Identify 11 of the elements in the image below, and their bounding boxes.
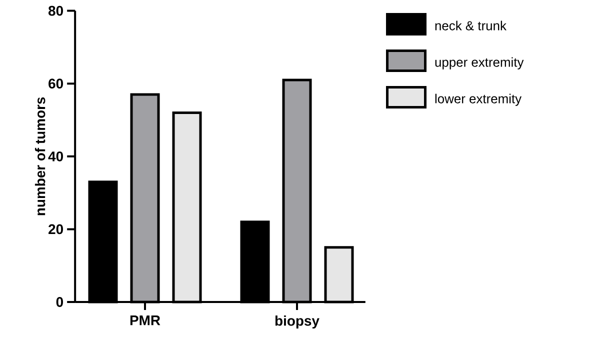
y-tick-label: 40 [48, 151, 63, 162]
legend-label: neck & trunk [435, 20, 506, 30]
legend-label: lower extremity [435, 94, 522, 106]
y-tick-label: 0 [56, 297, 63, 307]
y-axis-title: number of tumors [34, 97, 46, 216]
x-tick-label: biopsy [275, 316, 320, 329]
x-tick-label: PMR [130, 316, 160, 326]
y-tick-label: 20 [48, 224, 63, 234]
legend-label: upper extremity [435, 57, 524, 70]
y-tick-label: 60 [48, 78, 63, 89]
y-tick-label: 80 [48, 6, 63, 16]
